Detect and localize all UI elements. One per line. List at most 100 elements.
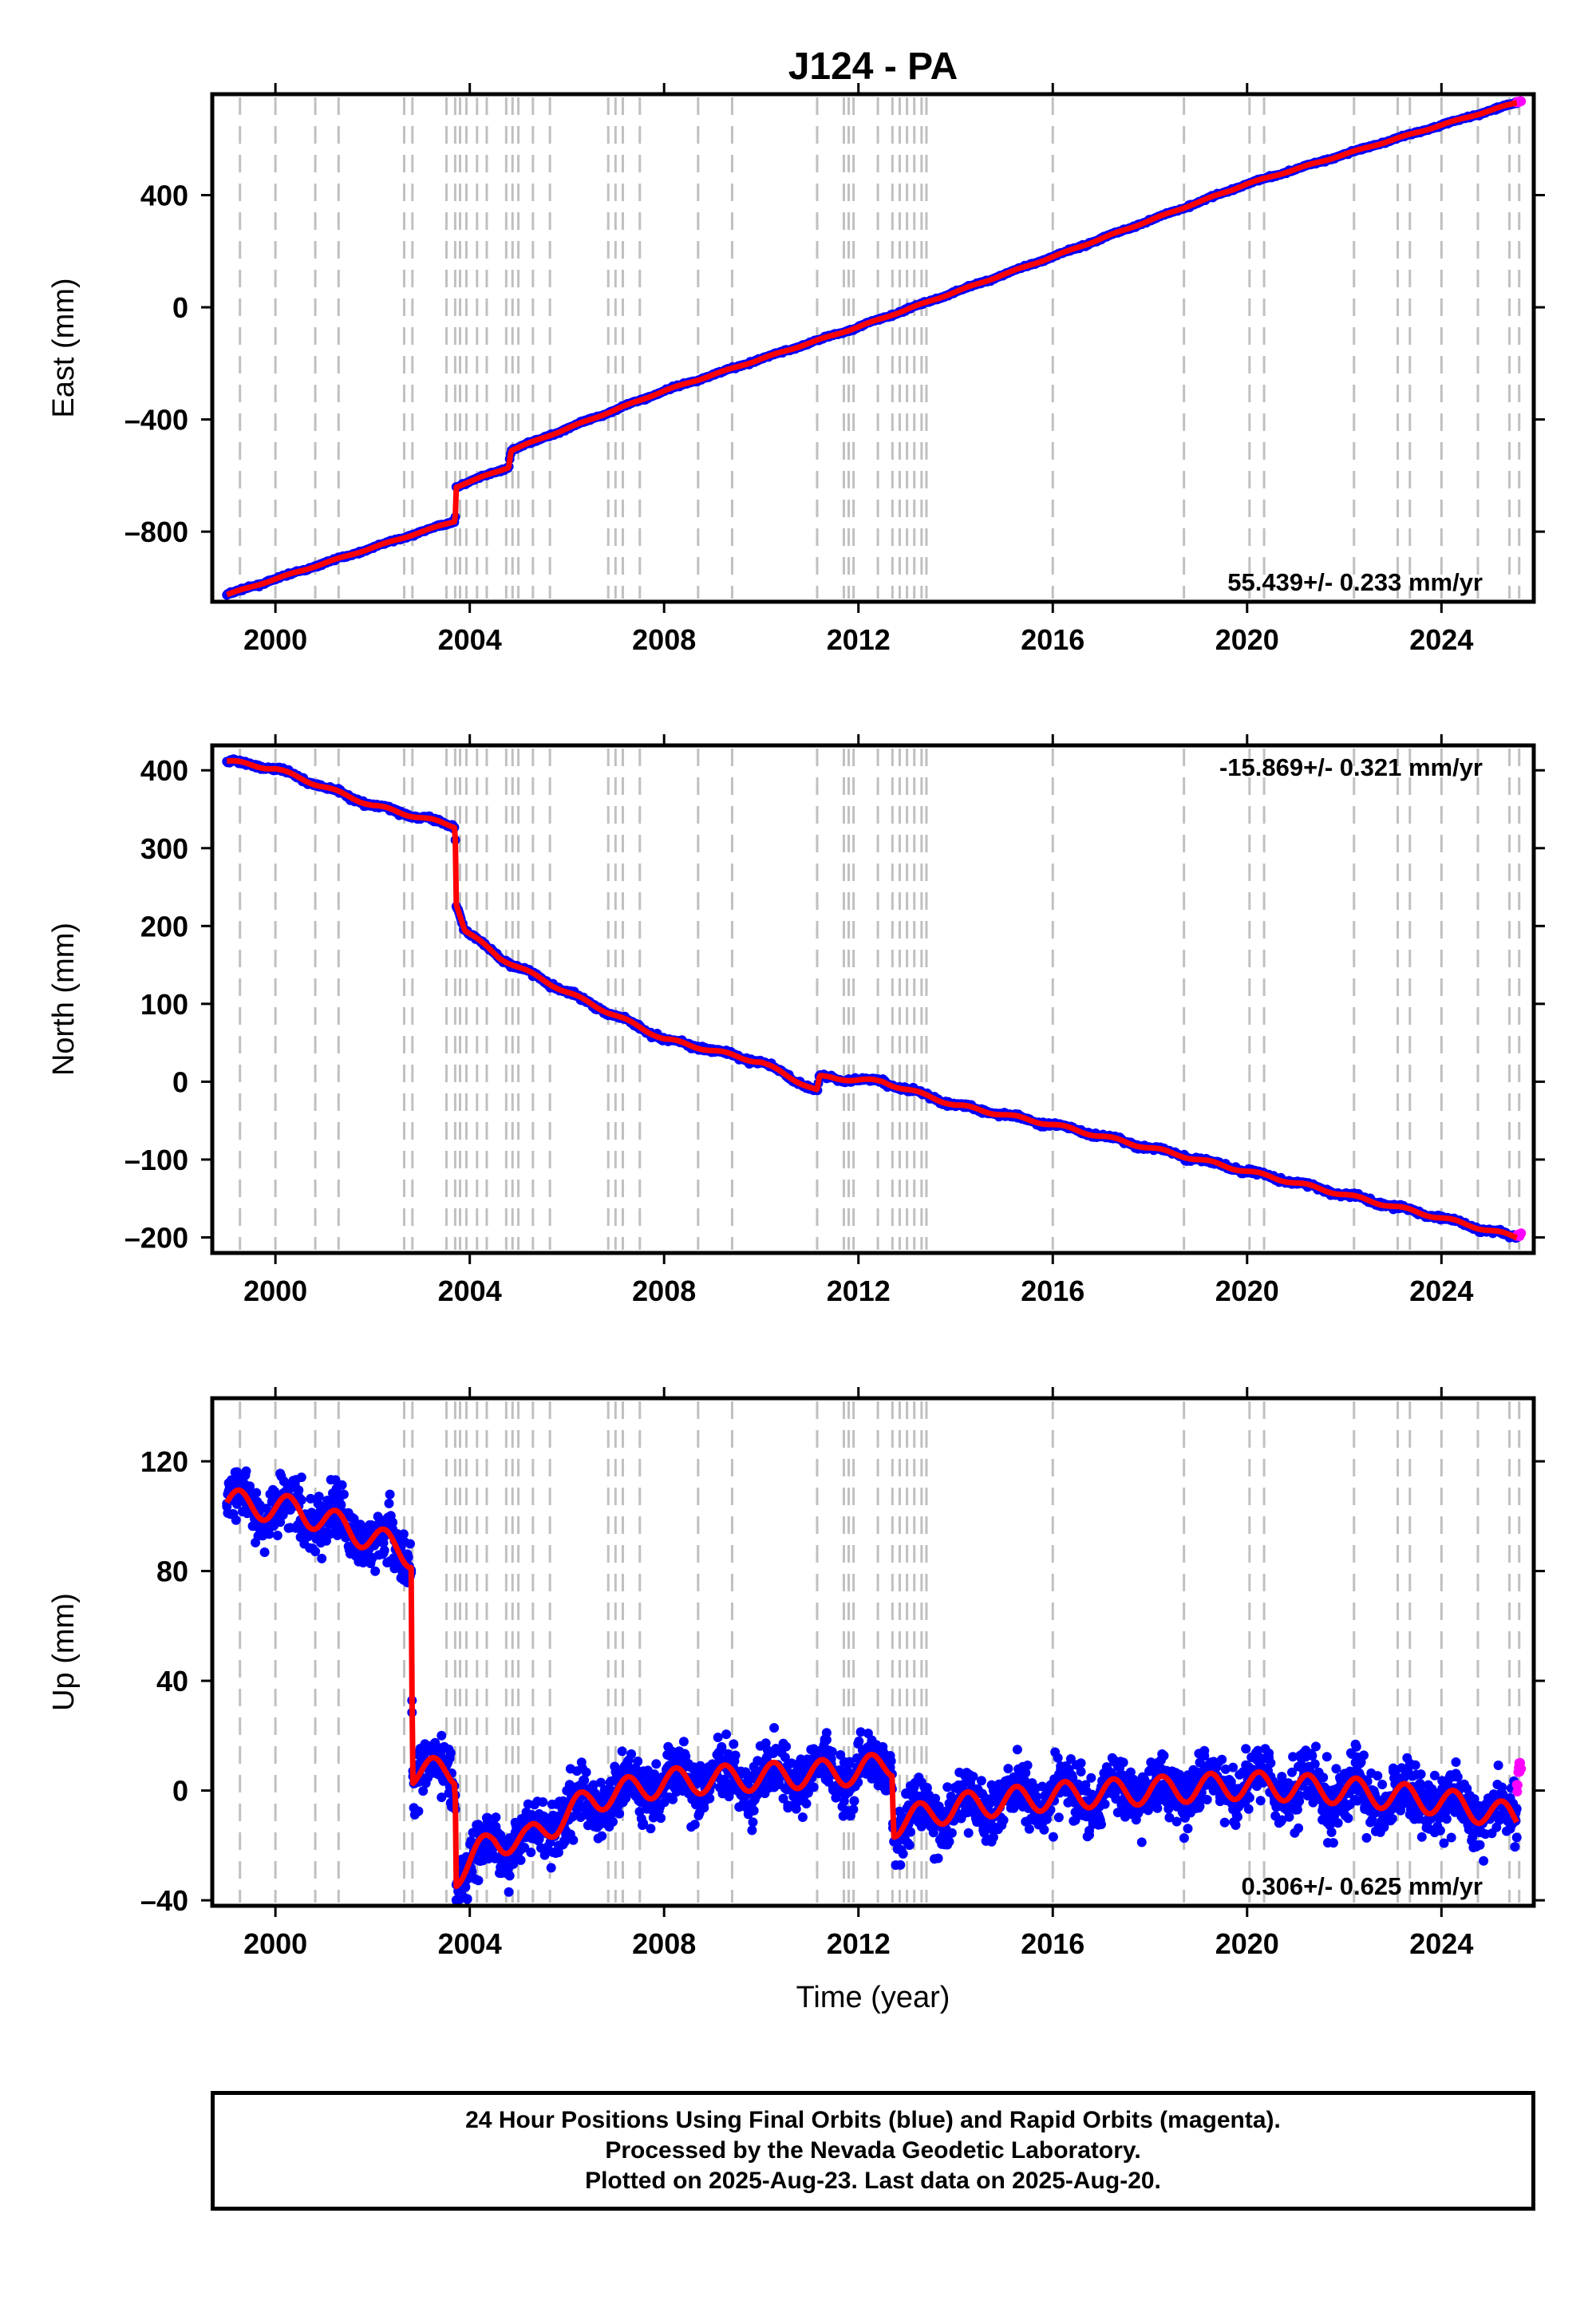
model-line bbox=[224, 757, 1519, 1241]
final-point bbox=[1012, 1745, 1022, 1755]
final-point bbox=[546, 1863, 556, 1873]
final-points bbox=[222, 1466, 1522, 1906]
final-point bbox=[1096, 1820, 1106, 1829]
y-tick-label: 400 bbox=[140, 179, 188, 211]
x-tick-label: 2024 bbox=[1409, 623, 1473, 656]
final-point bbox=[895, 1860, 906, 1870]
x-tick-label: 2020 bbox=[1215, 1275, 1279, 1307]
final-point bbox=[437, 1730, 447, 1741]
final-point bbox=[1053, 1753, 1063, 1763]
x-tick-label: 2024 bbox=[1409, 1275, 1473, 1307]
final-point bbox=[379, 1545, 389, 1555]
y-tick-label: –800 bbox=[124, 516, 188, 548]
final-point bbox=[259, 1547, 270, 1557]
final-point bbox=[797, 1812, 808, 1822]
final-point bbox=[310, 1547, 321, 1556]
x-tick-label: 2012 bbox=[827, 1275, 891, 1307]
final-point bbox=[769, 1723, 780, 1733]
panel-up: 2000 2004 2008 2012 2016 2020 2024–4004080120U… bbox=[47, 1387, 1545, 1960]
y-tick-label: 400 bbox=[140, 754, 188, 787]
final-point bbox=[445, 1748, 456, 1758]
final-point bbox=[976, 1776, 986, 1786]
x-tick-label: 2000 bbox=[243, 1275, 307, 1307]
x-tick-label: 2004 bbox=[438, 623, 502, 656]
final-point bbox=[251, 1488, 262, 1498]
step-lines bbox=[239, 749, 1521, 1250]
final-point bbox=[886, 1756, 896, 1766]
final-point bbox=[963, 1828, 974, 1838]
final-point bbox=[1076, 1767, 1086, 1777]
final-point bbox=[617, 1746, 627, 1757]
final-point bbox=[608, 1816, 618, 1827]
y-axis-label: East (mm) bbox=[47, 278, 81, 417]
final-point bbox=[473, 1875, 484, 1886]
y-tick-label: 0 bbox=[172, 1065, 188, 1098]
final-point bbox=[749, 1805, 759, 1816]
final-point bbox=[413, 1806, 424, 1816]
x-axis: 2000 2004 2008 2012 2016 2020 2024 bbox=[243, 83, 1473, 656]
final-point bbox=[646, 1824, 656, 1834]
final-point bbox=[338, 1489, 349, 1500]
final-point bbox=[633, 1757, 643, 1766]
x-tick-label: 2016 bbox=[1021, 1275, 1084, 1307]
final-point bbox=[272, 1531, 282, 1540]
final-point bbox=[748, 1817, 758, 1828]
y-tick-label: –200 bbox=[124, 1221, 188, 1254]
final-point bbox=[504, 1871, 515, 1881]
final-point bbox=[933, 1853, 943, 1863]
final-point bbox=[827, 1746, 837, 1757]
final-point bbox=[781, 1741, 792, 1752]
panel-east: 2000 2004 2008 2012 2016 2020 2024–800–4000400… bbox=[47, 83, 1545, 656]
y-tick-label: 100 bbox=[140, 988, 188, 1021]
final-point bbox=[526, 1848, 536, 1858]
rapid-point bbox=[1516, 1228, 1527, 1239]
final-point bbox=[579, 1775, 590, 1785]
final-point bbox=[904, 1840, 915, 1850]
step-lines bbox=[239, 97, 1521, 599]
final-point bbox=[314, 1492, 324, 1502]
final-point bbox=[568, 1835, 579, 1845]
final-point bbox=[538, 1797, 548, 1807]
plot-title: J124 - PA bbox=[788, 45, 958, 88]
final-point bbox=[539, 1850, 550, 1860]
panel-north: 2000 2004 2008 2012 2016 2020 2024–200–1000100… bbox=[47, 734, 1545, 1307]
final-points bbox=[222, 754, 1522, 1243]
final-point bbox=[1048, 1832, 1058, 1842]
x-tick-label: 2012 bbox=[827, 623, 891, 656]
final-point bbox=[906, 1827, 915, 1837]
final-point bbox=[944, 1836, 954, 1847]
x-tick-label: 2004 bbox=[438, 1275, 502, 1307]
final-point bbox=[370, 1566, 381, 1576]
final-point bbox=[462, 1894, 472, 1904]
final-point bbox=[713, 1733, 723, 1742]
final-point bbox=[504, 1887, 514, 1897]
y-tick-label: 0 bbox=[172, 291, 188, 324]
model-line bbox=[224, 100, 1519, 598]
rate-label: 55.439+/- 0.233 mm/yr bbox=[1227, 568, 1483, 596]
y-tick-label: 300 bbox=[140, 832, 188, 865]
final-point bbox=[717, 1741, 727, 1752]
final-point bbox=[689, 1820, 700, 1830]
final-point bbox=[747, 1825, 757, 1836]
final-point bbox=[491, 1812, 501, 1823]
final-point bbox=[385, 1489, 395, 1500]
final-point bbox=[801, 1799, 812, 1808]
final-point bbox=[516, 1855, 526, 1865]
final-point bbox=[317, 1553, 327, 1563]
final-point bbox=[656, 1813, 666, 1824]
final-point bbox=[1022, 1761, 1033, 1770]
y-tick-label: 200 bbox=[140, 910, 188, 943]
rate-label: -15.869+/- 0.321 mm/yr bbox=[1219, 753, 1483, 781]
final-point bbox=[581, 1767, 591, 1777]
final-point bbox=[388, 1517, 398, 1528]
final-point bbox=[626, 1749, 637, 1759]
final-point bbox=[231, 1515, 241, 1525]
final-points bbox=[222, 97, 1522, 600]
final-point bbox=[849, 1796, 859, 1806]
final-point bbox=[1086, 1773, 1096, 1783]
final-point bbox=[730, 1750, 741, 1761]
final-point bbox=[729, 1739, 739, 1749]
x-tick-label: 2016 bbox=[1021, 623, 1084, 656]
